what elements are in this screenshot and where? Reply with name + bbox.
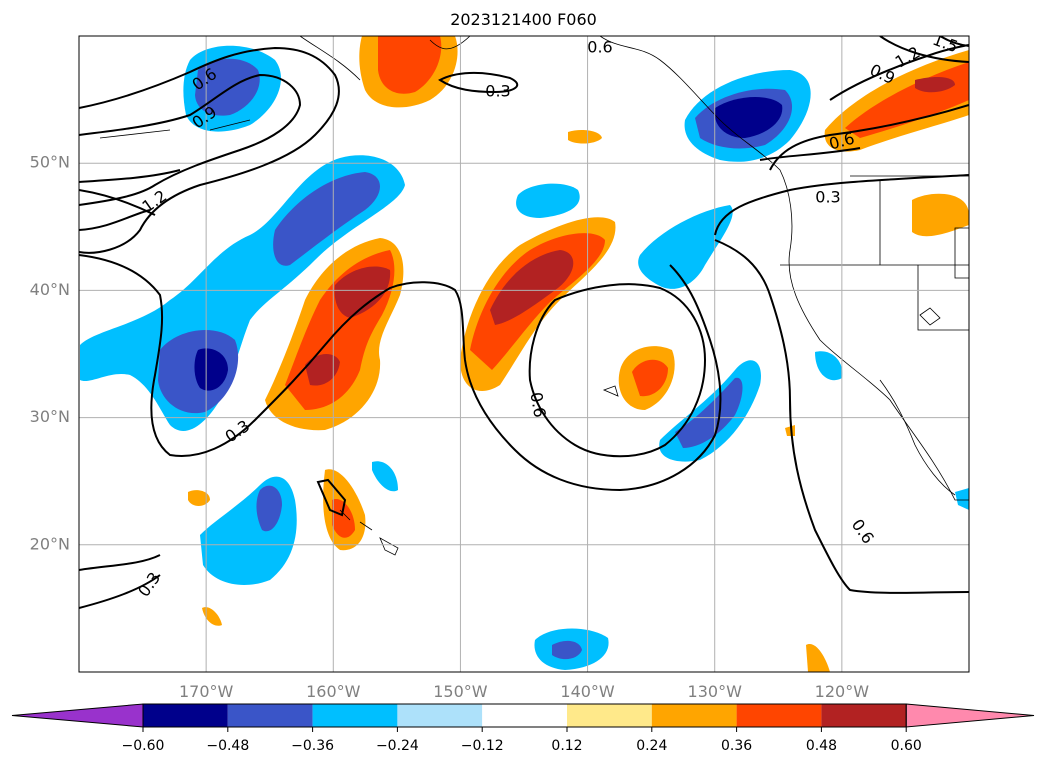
colorbar-extend-high bbox=[905, 703, 1035, 728]
colorbar-segment bbox=[736, 704, 822, 727]
colorbar-label: −0.36 bbox=[291, 738, 334, 754]
colorbar-segment bbox=[651, 704, 737, 727]
colorbar-extend-low bbox=[11, 703, 144, 728]
lat-tick-label: 30°N bbox=[30, 407, 70, 426]
colorbar-labels: −0.60 −0.48 −0.36 −0.24 −0.12 0.12 0.24 0.36 0.4… bbox=[122, 727, 922, 754]
colorbar-label: −0.12 bbox=[461, 738, 504, 754]
contour-lines bbox=[79, 36, 969, 609]
map-title: 2023121400 F060 bbox=[450, 10, 597, 29]
lon-tick-label: 150°W bbox=[433, 682, 488, 701]
lat-tick-label: 40°N bbox=[30, 280, 70, 299]
colorbar-label: 0.48 bbox=[806, 738, 837, 754]
colorbar-segment bbox=[227, 704, 313, 727]
colorbar-segment bbox=[312, 704, 398, 727]
colorbar-label: 0.36 bbox=[721, 738, 752, 754]
colorbar-label: 0.12 bbox=[551, 738, 582, 754]
map-frame bbox=[78, 35, 970, 673]
colorbar-segment bbox=[397, 704, 483, 727]
colorbar-label: −0.24 bbox=[376, 738, 419, 754]
colorbar bbox=[11, 703, 1035, 728]
gridlines bbox=[79, 36, 969, 672]
lon-tick-label: 130°W bbox=[688, 682, 743, 701]
colorbar-segment bbox=[482, 704, 567, 727]
lon-tick-label: 160°W bbox=[306, 682, 361, 701]
colorbar-label: −0.48 bbox=[206, 738, 249, 754]
colorbar-label: 0.60 bbox=[891, 738, 922, 754]
latitude-labels: 20°N 30°N 40°N 50°N bbox=[30, 153, 70, 554]
lon-tick-label: 120°W bbox=[815, 682, 870, 701]
lon-tick-label: 140°W bbox=[560, 682, 615, 701]
lat-tick-label: 20°N bbox=[30, 534, 70, 553]
colorbar-label: 0.24 bbox=[636, 738, 667, 754]
negative-anomaly-fields bbox=[80, 45, 969, 670]
colorbar-segment bbox=[143, 704, 228, 727]
contour-label: 0.3 bbox=[485, 82, 510, 101]
map-panel: 0.6 0.9 1.2 0.3 0.3 0.3 0.6 0.6 0.3 0.6 … bbox=[79, 36, 969, 672]
longitude-labels: 170°W 160°W 150°W 140°W 130°W 120°W bbox=[179, 682, 869, 701]
colorbar-segment bbox=[821, 704, 907, 727]
coastlines bbox=[99, 36, 969, 556]
colorbar-frame bbox=[142, 703, 907, 728]
contour-label: 0.6 bbox=[587, 38, 612, 57]
colorbar-segment bbox=[567, 704, 652, 727]
lon-tick-label: 170°W bbox=[179, 682, 234, 701]
colorbar-label: −0.60 bbox=[122, 738, 165, 754]
lat-tick-label: 50°N bbox=[30, 153, 70, 172]
contour-label: 0.3 bbox=[815, 188, 840, 207]
contour-label: 0.6 bbox=[526, 391, 549, 419]
